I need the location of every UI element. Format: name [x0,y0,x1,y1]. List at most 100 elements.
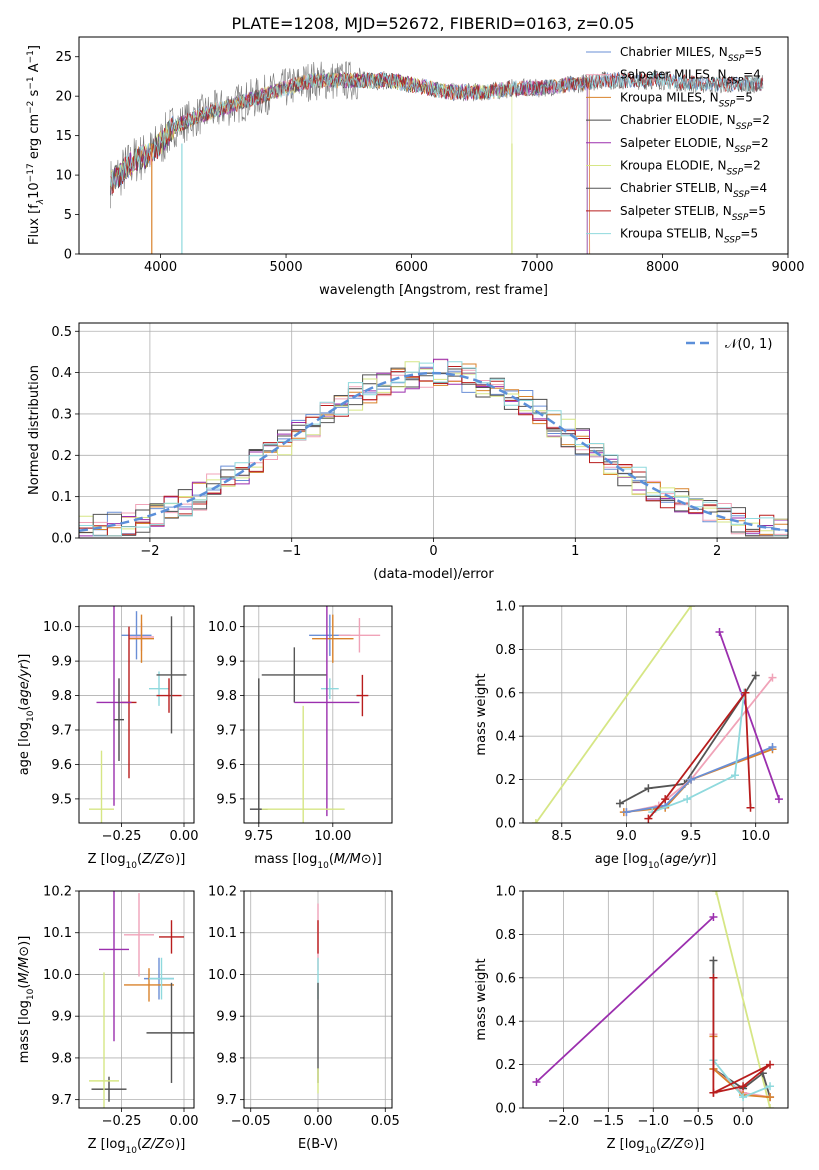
legend-label-part: SSP [727,168,744,178]
y-tick-label: 0.2 [495,1058,516,1073]
weight-line [535,606,692,823]
weight-marker [739,1093,748,1102]
x-tick-label: 6000 [395,260,428,275]
y-tick-label: 10.1 [43,926,72,941]
x-tick-label: 9.75 [244,829,273,844]
weight-marker [709,956,718,965]
y-tick-label: 10.0 [208,968,237,983]
legend-label-part: Chabrier ELODIE, N [620,113,736,127]
y-axis-label-part: age [log [17,722,32,775]
y-axis-label-part: )] [17,654,32,664]
x-axis-label-part: E(B-V) [298,1137,338,1152]
legend-label-part: Chabrier STELIB, N [620,181,733,195]
y-tick-label: 0.4 [495,730,516,745]
x-axis-label: (data-model)/error [373,567,494,582]
legend-label-part: SSP [732,213,749,223]
x-axis-label-part: 10 [126,1146,138,1156]
weight-marker [532,1077,541,1086]
x-tick-label: −2.0 [548,1114,580,1129]
weight-line [718,631,780,800]
frame-mass_vs_ebv [243,890,393,1109]
weight-marker [768,743,777,752]
y-axis-label-part: s [27,89,42,100]
x-axis-label-part: age [log [595,852,648,867]
weight-marker [644,814,653,823]
legend-label-part: =2 [743,159,761,173]
y-tick-label: 10.2 [43,885,72,900]
x-axis-label: Z [log10(Z/Z⊙)] [607,1137,705,1156]
y-tick-label: 9.8 [216,689,237,704]
weight-marker [741,688,750,697]
x-tick-label: 8.5 [551,829,572,844]
y-axis-label: mass weight [474,958,489,1040]
figure-title: PLATE=1208, MJD=52672, FIBERID=0163, z=0… [231,14,634,33]
x-axis-label-part: ( [137,1137,142,1152]
x-axis-label-part: Z/Z⊙ [141,1137,175,1152]
x-tick-label: 0.00 [304,1114,333,1129]
y-tick-label: 10.0 [43,620,72,635]
x-tick-label: 0.05 [371,1114,400,1129]
x-axis-label-part: )] [372,852,382,867]
x-axis-label-part: M/M⊙ [334,852,372,867]
weight-marker [644,784,653,793]
x-axis-label-part: 10 [317,861,329,871]
weight-marker [768,673,777,682]
legend-label: Salpeter MILES, NSSP=4 [620,68,761,87]
x-tick-label: 10.0 [741,829,770,844]
spectrum-frame [78,36,789,255]
y-tick-label: 20 [55,90,72,105]
y-tick-label: 9.9 [216,655,237,670]
frame-mass_weight_vs_Z [522,890,789,1109]
x-axis-label-part: ( [329,852,334,867]
y-tick-label: 0.0 [495,817,516,832]
y-tick-label: 0.5 [51,325,72,340]
y-axis-label: Normed distribution [27,365,42,495]
frame-mass_weight_vs_age [522,605,789,824]
x-axis-label: Z [log10(Z/Z⊙)] [88,1137,186,1156]
y-axis-label-part: Flux [f [27,204,42,245]
weight-marker [687,775,696,784]
y-tick-label: 10.0 [43,968,72,983]
x-axis-label: mass [log10(M/M⊙)] [254,852,382,871]
weight-marker [712,891,721,895]
x-tick-label: −1.0 [637,1114,669,1129]
y-tick-label: 1.0 [495,600,516,615]
y-tick-label: 0.3 [51,407,72,422]
x-tick-label: −0.05 [231,1114,271,1129]
x-tick-label: 0.00 [170,1114,199,1129]
x-tick-label: −0.5 [682,1114,714,1129]
axes-mass_vs_ebv: −0.05 0.00 0.05 9.7 9.8 9.9 10.0 10.1 10.2 [208,885,400,1130]
legend-label-part: SSP [733,190,750,200]
weight-marker [751,671,760,680]
legend-label-part: Chabrier MILES, N [620,45,728,59]
x-tick-label: 9000 [771,260,804,275]
errorbars-age_vs_Z [89,606,187,823]
legend-label-part: SSP [727,77,744,87]
y-tick-label: 0.6 [495,971,516,986]
x-axis-label-part: ( [137,852,142,867]
y-tick-label: 5 [64,208,72,223]
legend-label: Chabrier ELODIE, NSSP=2 [620,113,770,132]
y-tick-label: 0.4 [495,1015,516,1030]
weight-marker [766,1093,775,1102]
legend-label-part: SSP [736,122,753,132]
y-axis-label: age [log10(age/yr)] [17,654,36,776]
x-tick-label: 10.00 [314,829,351,844]
legend-label-part: SSP [724,236,741,246]
x-tick-label: 8000 [646,260,679,275]
frame-age_vs_mass [243,605,393,824]
axes-mass_weight_vs_age: 8.5 9.0 9.5 10.0 0.0 0.2 0.4 0.6 0.8 1.0 [495,600,788,844]
y-axis-label-part: ( [17,706,32,711]
weight-marker [709,1088,718,1097]
y-tick-label: 0.4 [51,366,72,381]
x-axis-label-part: )] [694,1137,704,1152]
histogram-step [79,358,788,537]
y-axis-label: mass [log10(M/M⊙)] [17,936,36,1064]
y-tick-label: 0.6 [495,686,516,701]
x-tick-label: 2 [713,544,721,559]
weight-marker [683,795,692,804]
x-tick-label: 9.0 [616,829,637,844]
y-axis-label-part: 10 [26,710,36,722]
